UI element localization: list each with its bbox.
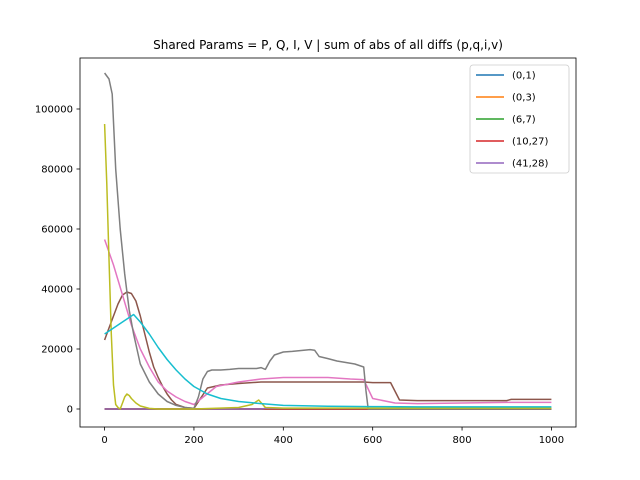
plot-frame: [79, 57, 577, 428]
x-axis: 0 200 400 600 800 1000: [101, 427, 564, 446]
x-tick-label: 1000: [539, 435, 564, 446]
x-tick-label: 0: [101, 435, 107, 446]
series-line-7: [103, 239, 552, 406]
y-tick-label: 80000: [41, 165, 73, 176]
x-tick-label: 800: [453, 435, 472, 446]
chart-title: Shared Params = P, Q, I, V | sum of abs …: [153, 38, 503, 52]
series-line-9: [103, 123, 552, 410]
y-axis: 0 20000 40000 60000 80000 100000: [35, 105, 80, 416]
series-line-10: [104, 313, 552, 408]
legend-box: [469, 64, 570, 174]
y-tick-label: 60000: [41, 225, 73, 236]
x-tick-label: 200: [184, 435, 203, 446]
y-tick-label: 0: [67, 405, 73, 416]
y-tick-label: 20000: [41, 345, 73, 356]
x-tick-label: 600: [363, 435, 382, 446]
x-tick-label: 400: [274, 435, 293, 446]
series-line-8: [103, 72, 552, 410]
legend: (0,1) (0,3) (6,7) (10,27) (41,28): [469, 64, 570, 174]
y-tick-label: 100000: [35, 105, 73, 116]
legend-label: (10,27): [512, 137, 549, 148]
y-tick-label: 40000: [41, 285, 73, 296]
legend-label: (6,7): [512, 115, 536, 126]
legend-label: (0,1): [512, 71, 536, 82]
legend-label: (0,3): [512, 93, 536, 104]
series-layer: [103, 72, 552, 410]
legend-label: (41,28): [512, 159, 549, 170]
